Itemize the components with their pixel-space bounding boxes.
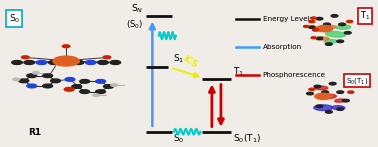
- Circle shape: [62, 45, 70, 48]
- Circle shape: [339, 23, 345, 26]
- Ellipse shape: [335, 99, 346, 102]
- Ellipse shape: [314, 105, 333, 111]
- Circle shape: [33, 72, 39, 74]
- Circle shape: [85, 61, 96, 64]
- Circle shape: [348, 91, 354, 93]
- Text: S$_N$: S$_N$: [131, 3, 144, 15]
- Circle shape: [65, 78, 75, 81]
- Ellipse shape: [317, 37, 329, 40]
- Circle shape: [22, 56, 29, 59]
- Circle shape: [316, 17, 323, 20]
- Circle shape: [313, 29, 319, 31]
- Circle shape: [73, 61, 84, 64]
- Text: S$_1$: S$_1$: [173, 53, 184, 65]
- Circle shape: [64, 87, 74, 91]
- Text: S$_0$: S$_0$: [9, 12, 20, 25]
- Circle shape: [96, 80, 105, 83]
- Circle shape: [24, 61, 34, 64]
- Circle shape: [104, 85, 113, 88]
- Ellipse shape: [324, 40, 337, 43]
- Circle shape: [36, 61, 47, 64]
- Circle shape: [311, 37, 316, 39]
- Circle shape: [96, 90, 105, 93]
- Circle shape: [325, 43, 332, 45]
- Circle shape: [322, 91, 328, 93]
- Circle shape: [93, 94, 100, 97]
- Ellipse shape: [315, 86, 328, 90]
- Circle shape: [337, 108, 344, 110]
- Circle shape: [324, 23, 330, 26]
- Circle shape: [27, 74, 37, 77]
- Ellipse shape: [321, 94, 336, 98]
- Circle shape: [316, 25, 333, 32]
- Circle shape: [51, 79, 60, 83]
- Ellipse shape: [325, 31, 346, 37]
- Circle shape: [325, 111, 332, 113]
- Circle shape: [19, 79, 29, 83]
- Circle shape: [27, 84, 37, 88]
- Circle shape: [309, 88, 315, 90]
- Circle shape: [329, 82, 336, 85]
- Ellipse shape: [336, 25, 351, 29]
- Circle shape: [13, 78, 20, 81]
- Text: T$_1$: T$_1$: [233, 66, 244, 78]
- Ellipse shape: [332, 106, 345, 110]
- Circle shape: [337, 91, 344, 93]
- Circle shape: [315, 93, 332, 100]
- Circle shape: [347, 20, 353, 23]
- Text: (S$_0$): (S$_0$): [127, 19, 144, 31]
- Circle shape: [309, 20, 315, 23]
- Circle shape: [331, 15, 338, 17]
- Ellipse shape: [322, 25, 336, 29]
- Circle shape: [103, 56, 111, 59]
- Circle shape: [43, 74, 53, 77]
- Circle shape: [72, 85, 82, 88]
- Text: S$_0$(T$_1$): S$_0$(T$_1$): [346, 76, 369, 86]
- Circle shape: [308, 26, 315, 28]
- Text: S$_0$(T$_1$): S$_0$(T$_1$): [233, 132, 261, 145]
- Text: R1: R1: [28, 128, 42, 137]
- Circle shape: [43, 84, 53, 88]
- Circle shape: [342, 99, 349, 102]
- Circle shape: [311, 17, 316, 19]
- Text: Energy Levels: Energy Levels: [263, 16, 313, 22]
- Circle shape: [80, 80, 90, 83]
- Text: Phosphorescence: Phosphorescence: [263, 72, 326, 78]
- Circle shape: [53, 56, 79, 66]
- Circle shape: [48, 61, 59, 64]
- Circle shape: [307, 92, 313, 95]
- Circle shape: [304, 25, 309, 27]
- Circle shape: [110, 61, 121, 64]
- Circle shape: [314, 85, 321, 88]
- Text: T$_1$: T$_1$: [359, 10, 370, 22]
- Circle shape: [316, 105, 323, 108]
- Circle shape: [12, 61, 22, 64]
- Text: Absorption: Absorption: [263, 44, 302, 50]
- Circle shape: [337, 40, 344, 43]
- Text: S$_0$: S$_0$: [173, 132, 184, 145]
- Circle shape: [98, 61, 108, 64]
- Circle shape: [111, 84, 118, 86]
- Circle shape: [344, 32, 351, 34]
- Text: ICS: ICS: [182, 54, 199, 70]
- Circle shape: [80, 90, 90, 93]
- Circle shape: [316, 37, 323, 40]
